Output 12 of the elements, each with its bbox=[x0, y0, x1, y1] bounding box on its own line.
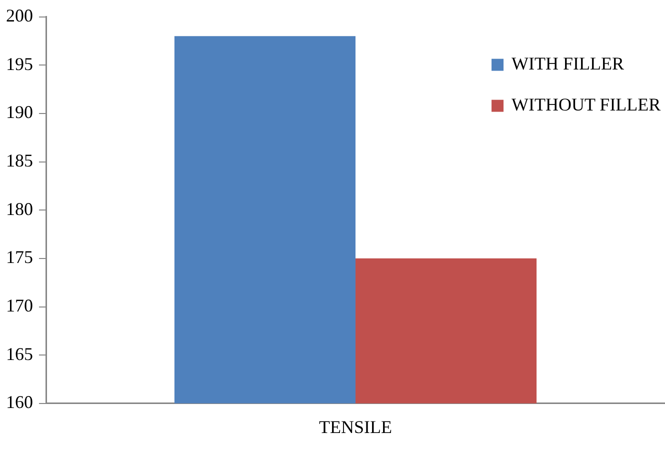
y-tick-label: 160 bbox=[6, 392, 33, 412]
x-tick-label: TENSILE bbox=[319, 416, 392, 437]
legend-label: WITHOUT FILLER bbox=[512, 94, 661, 115]
y-tick-label: 165 bbox=[6, 344, 33, 364]
y-tick-label: 175 bbox=[6, 247, 33, 268]
y-tick-label: 170 bbox=[6, 295, 33, 316]
y-tick-label: 200 bbox=[6, 6, 33, 26]
y-tick-label: 180 bbox=[6, 198, 33, 219]
y-tick-label: 190 bbox=[6, 102, 33, 122]
legend-label: WITH FILLER bbox=[512, 54, 624, 74]
y-tick-label: 195 bbox=[6, 54, 33, 74]
y-tick-label: 185 bbox=[6, 150, 33, 171]
